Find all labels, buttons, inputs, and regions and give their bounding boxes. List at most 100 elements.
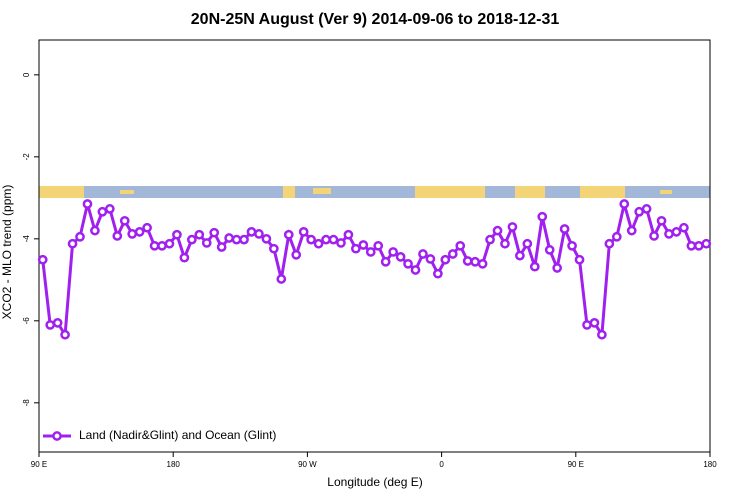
- data-point: [127, 229, 138, 239]
- data-point: [634, 206, 645, 217]
- data-point: [582, 320, 592, 330]
- y-tick-label: -6: [22, 317, 31, 325]
- data-point: [574, 254, 585, 265]
- data-point: [671, 227, 682, 237]
- data-point: [186, 234, 197, 245]
- data-point: [485, 234, 495, 245]
- data-point: [246, 227, 257, 237]
- data-point: [552, 263, 563, 273]
- data-point: [686, 240, 697, 251]
- data-point: [380, 256, 391, 267]
- data-point: [52, 318, 63, 328]
- data-point: [522, 238, 533, 249]
- data-point: [611, 231, 622, 242]
- data-point: [701, 238, 712, 249]
- x-tick-label: 90 W: [298, 460, 317, 469]
- data-point: [209, 227, 220, 238]
- data-point: [559, 224, 570, 234]
- data-point: [67, 238, 78, 249]
- y-tick-label: -2: [22, 153, 31, 161]
- data-point: [604, 238, 615, 249]
- data-point: [507, 222, 518, 232]
- data-point: [544, 245, 555, 255]
- data-point: [261, 233, 272, 244]
- data-point: [328, 234, 339, 245]
- x-tick-label: 180: [703, 460, 717, 469]
- y-tick-label: -8: [22, 399, 31, 407]
- data-point: [119, 215, 130, 226]
- data-point: [351, 243, 361, 254]
- y-tick-label: 0: [22, 72, 31, 77]
- chart-title: 20N-25N August (Ver 9) 2014-09-06 to 201…: [191, 11, 560, 28]
- data-point: [254, 229, 264, 239]
- data-point: [529, 261, 540, 272]
- x-tick-label: 0: [439, 460, 444, 469]
- data-point: [403, 258, 413, 269]
- data-point: [224, 233, 234, 243]
- data-point: [97, 206, 108, 217]
- data-point: [142, 222, 152, 233]
- data-point: [500, 238, 510, 249]
- data-point: [649, 231, 659, 241]
- legend-label: Land (Nadir&Glint) and Ocean (Glint): [79, 428, 276, 442]
- data-point: [75, 231, 85, 242]
- data-point: [693, 240, 704, 251]
- x-tick-label: 180: [167, 460, 181, 469]
- x-axis-label: Longitude (deg E): [327, 475, 422, 489]
- data-point: [656, 215, 667, 226]
- data-point: [306, 234, 316, 245]
- x-tick-label: 90 E: [568, 460, 584, 469]
- data-point: [425, 254, 436, 264]
- data-point: [172, 229, 182, 240]
- data-point: [679, 222, 689, 233]
- data-point: [194, 229, 205, 240]
- data-point: [104, 204, 115, 214]
- data-point: [343, 229, 354, 240]
- data-point: [239, 234, 249, 245]
- data-point: [462, 256, 473, 266]
- data-point: [455, 240, 466, 251]
- data-point: [269, 243, 279, 254]
- data-point: [60, 329, 70, 340]
- x-tick-label: 90 E: [31, 460, 47, 469]
- data-point: [201, 238, 212, 248]
- data-point: [298, 227, 309, 237]
- data-point: [440, 254, 451, 265]
- data-point: [365, 247, 376, 257]
- data-point: [410, 265, 421, 275]
- data-point: [276, 274, 287, 284]
- data-point: [597, 329, 607, 340]
- data-point: [358, 240, 369, 250]
- y-tick-label: -4: [22, 235, 31, 243]
- data-point: [112, 231, 123, 241]
- data-point: [134, 227, 145, 237]
- data-point: [388, 247, 398, 257]
- data-point: [395, 252, 406, 262]
- data-point: [619, 199, 630, 209]
- data-point: [418, 249, 428, 259]
- data-point: [477, 258, 488, 269]
- data-point: [90, 225, 100, 236]
- data-point: [291, 249, 302, 260]
- data-point: [179, 252, 190, 263]
- data-point: [149, 240, 160, 251]
- data-point: [641, 204, 652, 214]
- series-line: [41, 203, 707, 340]
- data-point: [283, 229, 294, 240]
- data-point: [157, 240, 167, 251]
- data-point: [433, 268, 443, 279]
- data-point: [492, 225, 503, 236]
- data-point: [321, 234, 331, 245]
- data-point: [216, 242, 227, 252]
- data-point: [37, 254, 48, 265]
- data-point: [373, 240, 384, 251]
- data-point: [567, 240, 577, 251]
- data-point: [537, 211, 548, 222]
- data-point: [589, 318, 600, 328]
- data-point: [515, 250, 525, 261]
- data-point: [336, 238, 346, 248]
- data-point: [626, 225, 637, 236]
- map-strip: [39, 186, 710, 198]
- y-axis-label: XCO2 - MLO trend (ppm): [0, 185, 14, 320]
